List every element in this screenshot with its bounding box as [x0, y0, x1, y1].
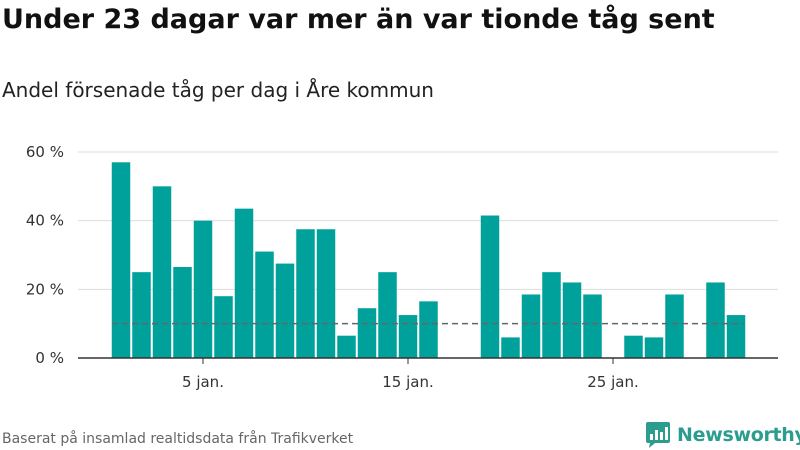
bar — [562, 282, 582, 358]
chart-title: Under 23 dagar var mer än var tionde tåg… — [2, 4, 715, 35]
bar — [316, 229, 336, 358]
y-tick-label: 60 % — [26, 143, 64, 161]
newsworthy-logo-icon — [646, 422, 670, 448]
bar — [337, 335, 356, 358]
x-tick-label: 5 jan. — [182, 373, 224, 391]
source-note: Baserat på insamlad realtidsdata från Tr… — [2, 431, 354, 447]
bar — [398, 315, 418, 358]
bar — [173, 267, 192, 358]
bar — [644, 337, 664, 358]
bar-chart: 0 % 20 % 40 % 60 % 5 jan. 15 jan. 25 jan. — [26, 143, 778, 391]
bar — [255, 251, 274, 358]
bar — [665, 294, 684, 358]
bar — [378, 272, 397, 358]
bar — [132, 272, 151, 358]
y-tick-label: 0 % — [35, 349, 64, 367]
bar — [419, 301, 438, 358]
bar — [152, 186, 172, 358]
x-tick-label: 25 jan. — [587, 373, 639, 391]
brand-logo: Newsworthy — [645, 420, 800, 450]
chart-subtitle: Andel försenade tåg per dag i Åre kommun — [2, 78, 434, 102]
bar — [501, 337, 520, 358]
bar — [542, 272, 561, 358]
axes: 0 % 20 % 40 % 60 % 5 jan. 15 jan. 25 jan. — [26, 143, 778, 391]
bar — [726, 315, 746, 358]
bar — [706, 282, 725, 358]
bars — [111, 162, 746, 358]
y-tick-label: 40 % — [26, 212, 64, 230]
bar — [234, 208, 254, 358]
bar — [624, 335, 643, 358]
bar — [296, 229, 315, 358]
y-tick-label: 20 % — [26, 280, 64, 298]
bar — [521, 294, 541, 358]
bar — [193, 220, 213, 358]
bar — [480, 215, 500, 358]
bar — [111, 162, 131, 358]
x-tick-label: 15 jan. — [382, 373, 434, 391]
bar — [583, 294, 602, 358]
bar — [357, 308, 377, 358]
bar — [275, 263, 295, 358]
bar — [214, 296, 233, 358]
brand-name: Newsworthy — [677, 424, 800, 446]
